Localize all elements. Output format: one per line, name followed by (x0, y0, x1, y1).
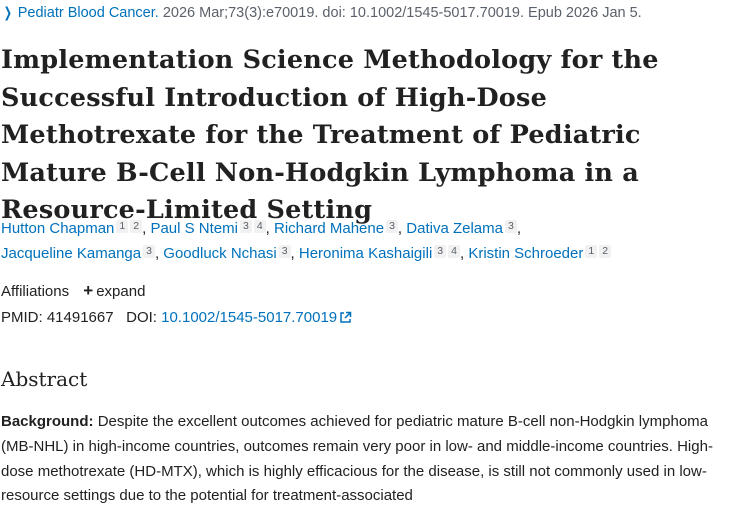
affiliation-ref[interactable]: 4 (253, 220, 266, 233)
author-link[interactable]: Jacqueline Kamanga (1, 245, 142, 262)
affiliation-ref[interactable]: 3 (143, 245, 155, 258)
affiliation-ref[interactable]: 3 (504, 220, 517, 233)
abstract-heading: Abstract (1, 367, 88, 391)
author-link[interactable]: Heronima Kashaigili (298, 245, 433, 262)
author-link[interactable]: Hutton Chapman (1, 220, 115, 237)
affiliation-ref[interactable]: 3 (239, 220, 252, 233)
background-label: Background: (1, 413, 94, 430)
abstract-body: Background: Despite the excellent outcom… (1, 410, 741, 509)
author-link[interactable]: Goodluck Nchasi (163, 245, 277, 262)
affiliation-ref[interactable]: 3 (434, 245, 447, 258)
author-link[interactable]: Kristin Schroeder (468, 245, 584, 262)
affiliation-ref[interactable]: 3 (278, 245, 291, 258)
affiliation-ref[interactable]: 1 (585, 245, 598, 258)
journal-citation-line: ❯ Pediatr Blood Cancer. 2026 Mar;73(3):e7… (2, 4, 642, 21)
expand-affiliations-button[interactable]: + expand (83, 281, 146, 300)
plus-icon[interactable]: + (83, 281, 94, 300)
affiliations-label: Affiliations (1, 283, 70, 300)
identifiers-row: PMID: 41491667 DOI: 10.1002/1545-5017.70… (1, 309, 352, 328)
chevron-right-icon[interactable]: ❯ (3, 4, 12, 20)
affiliation-ref[interactable]: 1 (116, 220, 129, 233)
author-link[interactable]: Paul S Ntemi (150, 220, 238, 237)
affiliation-ref[interactable]: 2 (599, 245, 612, 258)
affiliation-ref[interactable]: 3 (386, 220, 398, 233)
article-title: Implementation Science Methodology for t… (1, 45, 659, 226)
doi-label: DOI: (126, 309, 157, 326)
author-link[interactable]: Dativa Zelama (406, 220, 503, 237)
journal-name-link[interactable]: Pediatr Blood Cancer. (17, 5, 159, 21)
author-link[interactable]: Richard Mahene (274, 220, 385, 237)
pmid-label: PMID: (1, 309, 43, 326)
citation-text: 2026 Mar;73(3):e70019. doi: 10.1002/1545… (162, 5, 642, 21)
affiliation-ref[interactable]: 2 (130, 220, 143, 233)
expand-label[interactable]: expand (96, 283, 146, 300)
background-text: Despite the excellent outcomes achieved … (1, 413, 713, 505)
affiliation-ref[interactable]: 4 (448, 245, 460, 258)
affiliations-row: Affiliations + expand (1, 281, 145, 301)
author-list: Hutton Chapman 1 2, Paul S Ntemi 3 4, Richar… (1, 216, 741, 266)
external-link-icon[interactable] (339, 311, 352, 328)
pmid-value: 41491667 (46, 309, 114, 326)
doi-link[interactable]: 10.1002/1545-5017.70019 (161, 309, 338, 326)
